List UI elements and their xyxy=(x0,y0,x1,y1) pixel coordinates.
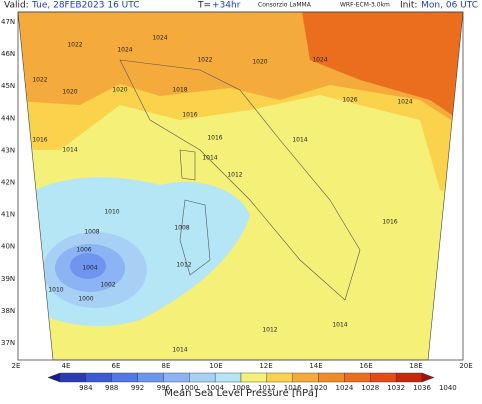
isobar-label: 1022 xyxy=(32,77,47,84)
colorbar-tick-label: 1004 xyxy=(206,384,224,392)
colorbar-title: Mean Sea Level Pressure [hPa] xyxy=(164,388,318,399)
isobar-label: 1014 xyxy=(292,137,307,144)
lat-label: 43N xyxy=(1,146,15,154)
isobar-label: 1020 xyxy=(62,89,77,96)
lat-label: 37N xyxy=(1,339,15,347)
colorbar-tick-label: 1016 xyxy=(284,384,302,392)
isobar-label: 1024 xyxy=(152,35,167,42)
lead-label: T= xyxy=(197,1,211,11)
lon-label: 10E xyxy=(209,362,222,370)
colorbar-bin xyxy=(189,372,216,383)
isobar-label: 1022 xyxy=(197,57,212,64)
colorbar-bin xyxy=(85,372,112,383)
colorbar-tick-label: 984 xyxy=(79,384,93,392)
colorbar-tick-label: 992 xyxy=(131,384,144,392)
isobar-label: 1024 xyxy=(397,99,412,106)
colorbar-bin xyxy=(137,372,164,383)
isobar-label: 1008 xyxy=(174,225,189,232)
source: Consorzio LaMMA xyxy=(258,2,312,9)
isobar-label: 1002 xyxy=(100,282,115,289)
isobar-label: 1008 xyxy=(84,229,99,236)
isobar-label: 1012 xyxy=(227,172,242,179)
colorbar-bin xyxy=(59,372,87,383)
isobar-label: 1022 xyxy=(67,42,82,49)
colorbar-bin xyxy=(163,372,190,383)
lon-label: 18E xyxy=(409,362,422,370)
isobar-label: 1016 xyxy=(32,137,47,144)
lat-label: 45N xyxy=(1,82,15,90)
lead-time: +34hr xyxy=(212,1,241,11)
colorbar-tick-label: 1032 xyxy=(387,384,405,392)
lon-label: 14E xyxy=(309,362,322,370)
colorbar-tick-label: 1028 xyxy=(361,384,379,392)
lon-label: 16E xyxy=(359,362,372,370)
init-label: Init: xyxy=(400,1,417,11)
lon-label: 4E xyxy=(62,362,71,370)
lon-label: 6E xyxy=(112,362,121,370)
colorbar-tick-label: 1020 xyxy=(310,384,328,392)
isobar-label: 1020 xyxy=(252,59,267,66)
lon-label: 20E xyxy=(459,362,472,370)
colorbar-tick-label: 1036 xyxy=(413,384,431,392)
isobar-label: 1010 xyxy=(48,287,63,294)
colorbar-bin xyxy=(318,372,345,383)
lat-label: 44N xyxy=(1,114,15,122)
colorbar-tick-label: 1024 xyxy=(336,384,354,392)
valid-time: Tue, 28FEB2023 16 UTC xyxy=(31,1,140,11)
colorbar-bin xyxy=(240,372,268,383)
isobar-label: 1018 xyxy=(172,87,187,94)
isobar-label: 1006 xyxy=(76,247,91,254)
isobar-label: 1014 xyxy=(62,147,77,154)
isobar-label: 1012 xyxy=(262,327,277,334)
valid-label: Valid: xyxy=(4,1,29,11)
lat-label: 40N xyxy=(1,243,15,251)
isobar-label: 1000 xyxy=(78,296,93,303)
isobar-label: 1014 xyxy=(172,347,187,354)
lon-label: 2E xyxy=(12,362,21,370)
isobar-label: 1020 xyxy=(112,87,127,94)
isobar-label: 1016 xyxy=(182,112,197,119)
lat-label: 39N xyxy=(1,275,15,283)
colorbar-tick-label: 988 xyxy=(105,384,118,392)
colorbar-bin xyxy=(292,372,319,383)
colorbar-bin xyxy=(214,372,242,383)
isobar-label: 1026 xyxy=(342,97,357,104)
colorbar-tick-label: 1000 xyxy=(180,384,198,392)
init-time: Mon, 06 UTC xyxy=(421,1,478,11)
isobar-label: 1016 xyxy=(382,219,397,226)
colorbar-tick-label: 1040 xyxy=(439,384,457,392)
colorbar-bin xyxy=(370,372,397,383)
colorbar-tick-label: 996 xyxy=(157,384,171,392)
isobar-label: 1010 xyxy=(104,209,119,216)
lat-label: 41N xyxy=(1,211,15,219)
colorbar-bin xyxy=(111,372,138,383)
colorbar-end xyxy=(421,372,435,383)
model: WRF-ECM-3.0km xyxy=(340,2,390,9)
colorbar-bin xyxy=(395,372,423,383)
colorbar-tick-label: 1012 xyxy=(258,384,276,392)
colorbar-end xyxy=(47,372,61,383)
axes-frame xyxy=(17,11,464,361)
colorbar-bin xyxy=(266,372,293,383)
colorbar-bin xyxy=(344,372,371,383)
lon-label: 8E xyxy=(162,362,171,370)
lon-label: 12E xyxy=(259,362,272,370)
isobar-label: 1014 xyxy=(202,155,217,162)
lat-label: 42N xyxy=(1,179,15,187)
isobar-label: 1024 xyxy=(312,57,327,64)
lat-label: 46N xyxy=(1,50,15,58)
isobar-label: 1024 xyxy=(117,47,132,54)
isobar-label: 1004 xyxy=(82,265,97,272)
lat-label: 38N xyxy=(1,307,15,315)
colorbar-tick-label: 1008 xyxy=(232,384,250,392)
isobar-label: 1012 xyxy=(176,262,191,269)
isobar-label: 1016 xyxy=(207,135,222,142)
lat-label: 47N xyxy=(1,18,15,26)
isobar-label: 1014 xyxy=(332,322,347,329)
